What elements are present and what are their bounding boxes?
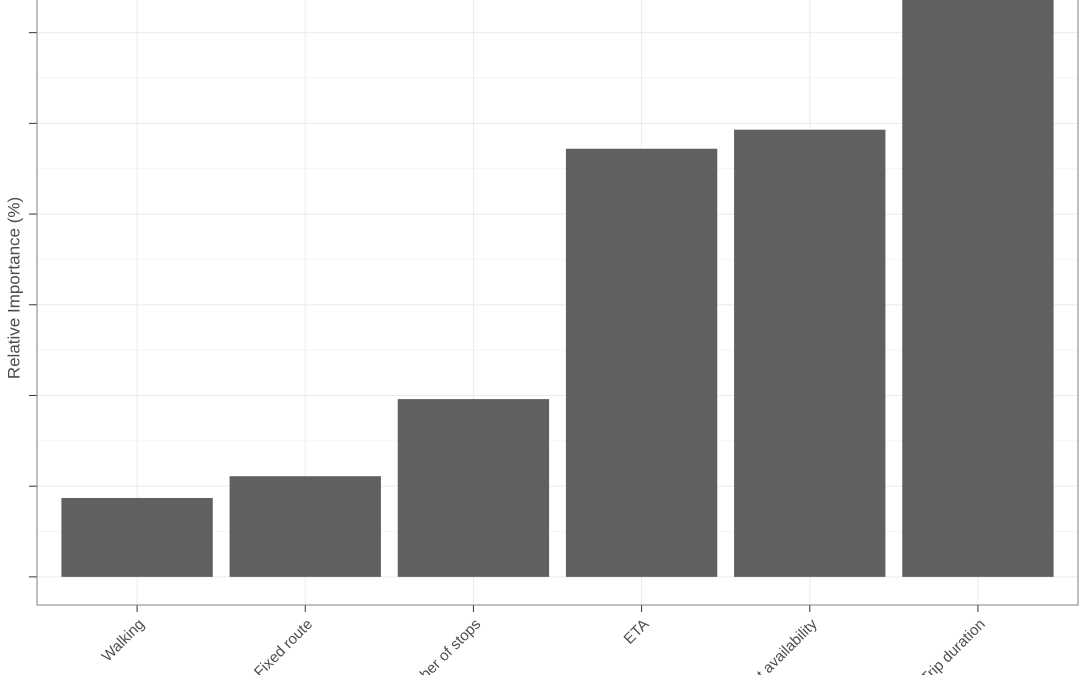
bar <box>397 399 550 577</box>
bar <box>565 148 718 577</box>
x-tick-label: Number of stops <box>394 616 484 675</box>
bar <box>61 497 213 577</box>
x-tick-label: Fixed route <box>251 616 316 675</box>
bar <box>229 476 381 577</box>
bar <box>734 129 886 577</box>
x-tick-label: Walking <box>99 616 148 665</box>
x-tick-label: ETA <box>621 616 653 648</box>
x-tick-label: Trip duration <box>918 616 989 675</box>
x-tick-label: Seat availability <box>735 615 821 675</box>
bar <box>902 0 1054 577</box>
y-axis-title: Relative Importance (%) <box>4 197 23 379</box>
plot-border <box>36 0 1079 606</box>
